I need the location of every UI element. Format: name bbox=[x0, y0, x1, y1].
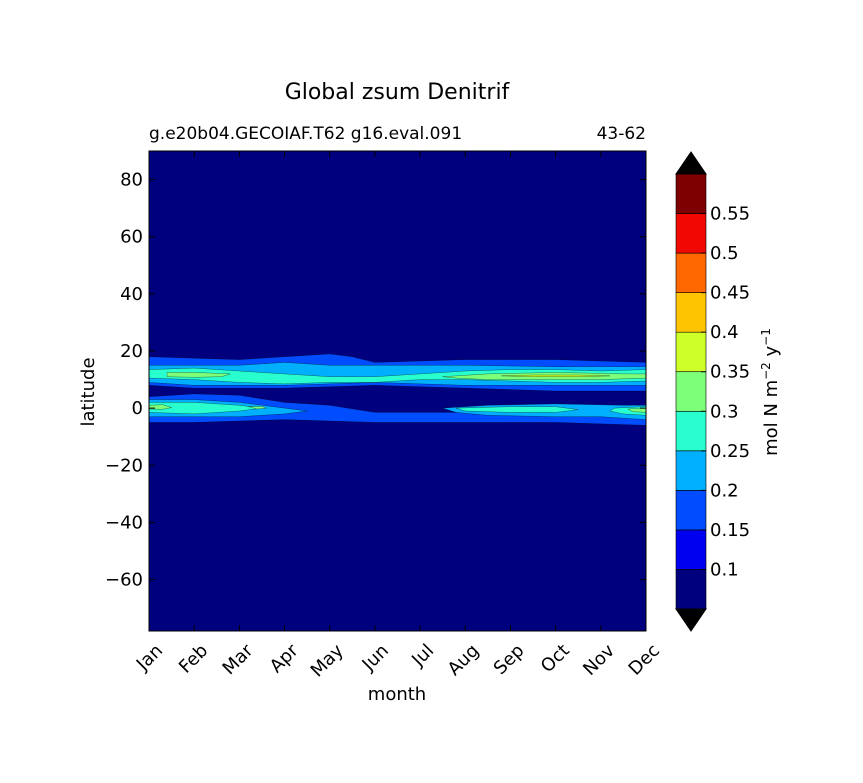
y-tick-label: 60 bbox=[120, 227, 143, 248]
x-tick-label: Oct bbox=[537, 640, 574, 677]
colorbar-label-prefix: mol N m bbox=[761, 380, 782, 456]
colorbar-segment bbox=[675, 292, 707, 333]
colorbar-segment bbox=[675, 173, 707, 214]
colorbar-segment bbox=[675, 529, 707, 570]
colorbar-label-exp1: −2 bbox=[759, 362, 773, 380]
y-axis: −60 −40 −20 0 20 40 60 80 bbox=[105, 170, 646, 591]
y-tick-label: 80 bbox=[120, 170, 143, 191]
y-tick-label: 20 bbox=[120, 341, 143, 362]
colorbar-extend-high bbox=[675, 151, 707, 175]
y-tick-label: −40 bbox=[105, 512, 143, 533]
colorbar-label-exp2: −1 bbox=[759, 328, 773, 346]
x-tick-label: Dec bbox=[625, 640, 664, 679]
x-tick-label: Aug bbox=[444, 640, 484, 680]
chart-subtitle-right: 43-62 bbox=[597, 124, 646, 144]
chart-subtitle-left: g.e20b04.GECOIAF.T62 g16.eval.091 bbox=[149, 124, 462, 144]
colorbar-segment bbox=[675, 450, 707, 491]
x-tick-label: Jul bbox=[407, 640, 438, 671]
contour-band-equator bbox=[248, 406, 267, 410]
contour-band-north bbox=[501, 374, 611, 377]
x-tick-label: Jun bbox=[358, 640, 393, 675]
colorbar-segment bbox=[675, 569, 707, 610]
contour-bands bbox=[148, 353, 647, 426]
x-tick-label: May bbox=[307, 640, 348, 681]
colorbar-segment bbox=[675, 252, 707, 293]
colorbar-segment bbox=[675, 331, 707, 373]
colorbar-tick-label: 0.1 bbox=[710, 559, 739, 580]
colorbar-segment bbox=[675, 410, 707, 452]
contour-band-equator bbox=[455, 406, 579, 413]
x-tick-label: Nov bbox=[579, 640, 619, 680]
colorbar-tick-label: 0.55 bbox=[710, 204, 750, 225]
y-tick-label: 0 bbox=[132, 398, 143, 419]
y-tick-label: −60 bbox=[105, 570, 143, 591]
chart-title: Global zsum Denitrif bbox=[285, 80, 511, 105]
colorbar-tick-label: 0.15 bbox=[710, 520, 750, 541]
y-axis-label: latitude bbox=[78, 357, 99, 426]
colorbar-label-mid: y bbox=[761, 345, 782, 362]
contour-band-north bbox=[166, 372, 231, 378]
x-tick-label: Apr bbox=[266, 640, 303, 677]
x-axis-label: month bbox=[368, 684, 426, 705]
contour-band-equator bbox=[148, 402, 263, 415]
colorbar-tick-label: 0.4 bbox=[710, 322, 739, 343]
colorbar-tick-label: 0.35 bbox=[710, 362, 750, 383]
x-tick-label: Jan bbox=[132, 640, 167, 675]
y-tick-label: 40 bbox=[120, 284, 143, 305]
colorbar-tick-label: 0.45 bbox=[710, 283, 750, 304]
colorbar-segment bbox=[675, 213, 707, 254]
colorbar-label: mol N m−2 y−1 bbox=[759, 328, 782, 456]
colorbar-segment bbox=[675, 490, 707, 531]
colorbar-tick-label: 0.2 bbox=[710, 480, 739, 501]
colorbar-extend-low bbox=[675, 608, 707, 632]
colorbar-segment bbox=[675, 371, 707, 412]
y-tick-label: −20 bbox=[105, 455, 143, 476]
plot-frame bbox=[148, 150, 647, 632]
x-tick-label: Sep bbox=[490, 640, 529, 679]
colorbar-tick-label: 0.3 bbox=[710, 401, 739, 422]
colorbar-tick-label: 0.5 bbox=[710, 243, 739, 264]
colorbar-tick-label: 0.25 bbox=[710, 441, 750, 462]
x-tick-label: Feb bbox=[175, 640, 212, 677]
plot-area bbox=[148, 150, 647, 632]
x-tick-label: Mar bbox=[219, 640, 258, 679]
colorbar: 0.1 0.15 0.2 0.25 0.3 0.35 0.4 0.45 0.5 0.55 bbox=[675, 151, 750, 632]
